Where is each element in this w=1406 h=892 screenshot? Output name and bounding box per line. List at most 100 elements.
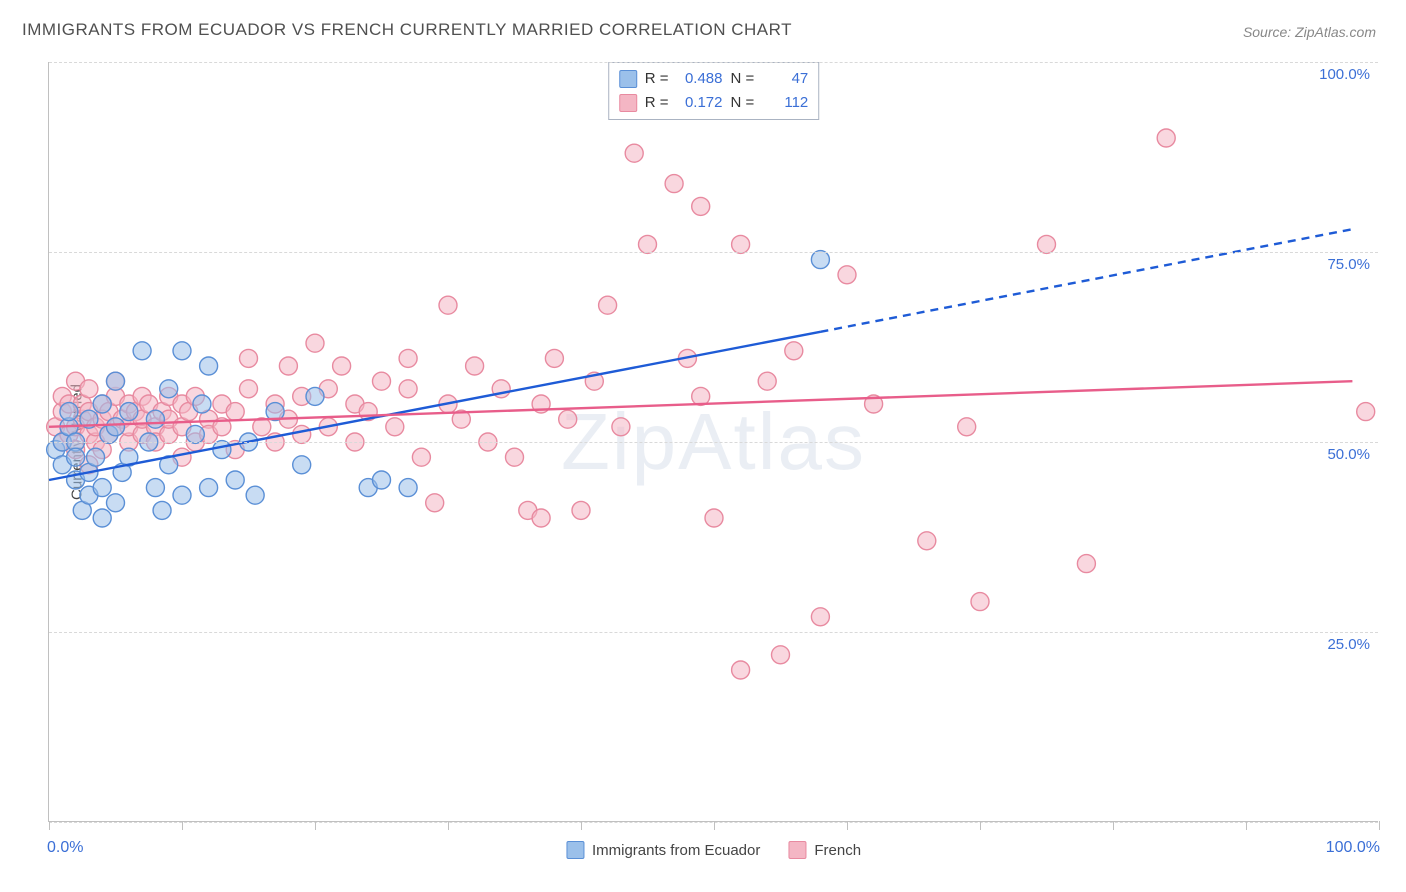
scatter-point — [246, 486, 264, 504]
scatter-point — [93, 479, 111, 497]
ytick-label: 25.0% — [1327, 636, 1370, 653]
legend-series: Immigrants from Ecuador French — [566, 841, 861, 859]
scatter-point — [971, 593, 989, 611]
scatter-point — [333, 357, 351, 375]
scatter-point — [93, 509, 111, 527]
scatter-point — [811, 608, 829, 626]
scatter-point — [466, 357, 484, 375]
scatter-point — [213, 441, 231, 459]
r-value-french: 0.172 — [675, 91, 723, 115]
scatter-point — [373, 471, 391, 489]
scatter-point — [200, 479, 218, 497]
xaxis-label-0: 0.0% — [47, 839, 83, 857]
gridline — [49, 442, 1378, 443]
scatter-point — [146, 410, 164, 428]
scatter-point — [838, 266, 856, 284]
scatter-point — [193, 395, 211, 413]
scatter-point — [173, 486, 191, 504]
legend-row-ecuador: R =0.488 N =47 — [619, 67, 809, 91]
ytick-label: 50.0% — [1327, 446, 1370, 463]
xtick — [1246, 821, 1247, 830]
scatter-point — [559, 410, 577, 428]
legend-correlation: R =0.488 N =47 R =0.172 N =112 — [608, 62, 820, 120]
gridline — [49, 632, 1378, 633]
legend-swatch-ecuador — [619, 70, 637, 88]
scatter-point — [439, 296, 457, 314]
legend-item-french: French — [788, 841, 861, 859]
ytick-label: 75.0% — [1327, 256, 1370, 273]
scatter-point — [107, 418, 125, 436]
scatter-point — [133, 342, 151, 360]
xtick — [1379, 821, 1380, 830]
scatter-point — [293, 456, 311, 474]
scatter-point — [173, 342, 191, 360]
scatter-point — [732, 661, 750, 679]
scatter-point — [545, 349, 563, 367]
scatter-point — [60, 403, 78, 421]
scatter-point — [146, 479, 164, 497]
scatter-point — [107, 372, 125, 390]
scatter-point — [532, 509, 550, 527]
xtick — [980, 821, 981, 830]
scatter-point — [1038, 235, 1056, 253]
scatter-point — [1157, 129, 1175, 147]
scatter-point — [200, 357, 218, 375]
scatter-point — [279, 357, 297, 375]
n-value-french: 112 — [760, 91, 808, 115]
scatter-point — [399, 349, 417, 367]
r-label: R = — [645, 67, 669, 91]
scatter-point — [572, 501, 590, 519]
scatter-point — [639, 235, 657, 253]
r-label: R = — [645, 91, 669, 115]
scatter-point — [772, 646, 790, 664]
scatter-point — [399, 479, 417, 497]
scatter-point — [226, 403, 244, 421]
scatter-point — [732, 235, 750, 253]
chart-title: IMMIGRANTS FROM ECUADOR VS FRENCH CURREN… — [22, 20, 792, 40]
scatter-point — [306, 387, 324, 405]
scatter-point — [386, 418, 404, 436]
trend-line-dashed — [820, 229, 1352, 332]
scatter-point — [785, 342, 803, 360]
xaxis-label-100: 100.0% — [1326, 839, 1380, 857]
scatter-point — [240, 349, 258, 367]
ytick-label: 100.0% — [1319, 66, 1370, 83]
source-label: Source: ZipAtlas.com — [1243, 24, 1376, 40]
gridline — [49, 252, 1378, 253]
scatter-point — [426, 494, 444, 512]
scatter-point — [665, 175, 683, 193]
scatter-point — [186, 425, 204, 443]
xtick — [315, 821, 316, 830]
legend-row-french: R =0.172 N =112 — [619, 91, 809, 115]
scatter-point — [506, 448, 524, 466]
scatter-point — [705, 509, 723, 527]
legend-swatch-ecuador — [566, 841, 584, 859]
gridline — [49, 62, 1378, 63]
scatter-point — [87, 448, 105, 466]
scatter-point — [120, 403, 138, 421]
legend-label-ecuador: Immigrants from Ecuador — [592, 842, 760, 859]
scatter-point — [240, 380, 258, 398]
chart-area: Currently Married ZipAtlas R =0.488 N =4… — [48, 62, 1378, 822]
scatter-point — [306, 334, 324, 352]
scatter-point — [625, 144, 643, 162]
scatter-point — [226, 471, 244, 489]
legend-item-ecuador: Immigrants from Ecuador — [566, 841, 760, 859]
scatter-point — [107, 494, 125, 512]
scatter-point — [918, 532, 936, 550]
scatter-point — [153, 501, 171, 519]
xtick — [448, 821, 449, 830]
xtick — [49, 821, 50, 830]
xtick — [182, 821, 183, 830]
scatter-point — [599, 296, 617, 314]
scatter-point — [93, 395, 111, 413]
scatter-point — [758, 372, 776, 390]
n-value-ecuador: 47 — [760, 67, 808, 91]
legend-swatch-french — [619, 94, 637, 112]
scatter-point — [412, 448, 430, 466]
scatter-point — [80, 380, 98, 398]
scatter-point — [1357, 403, 1375, 421]
xtick — [581, 821, 582, 830]
scatter-point — [399, 380, 417, 398]
xtick — [1113, 821, 1114, 830]
